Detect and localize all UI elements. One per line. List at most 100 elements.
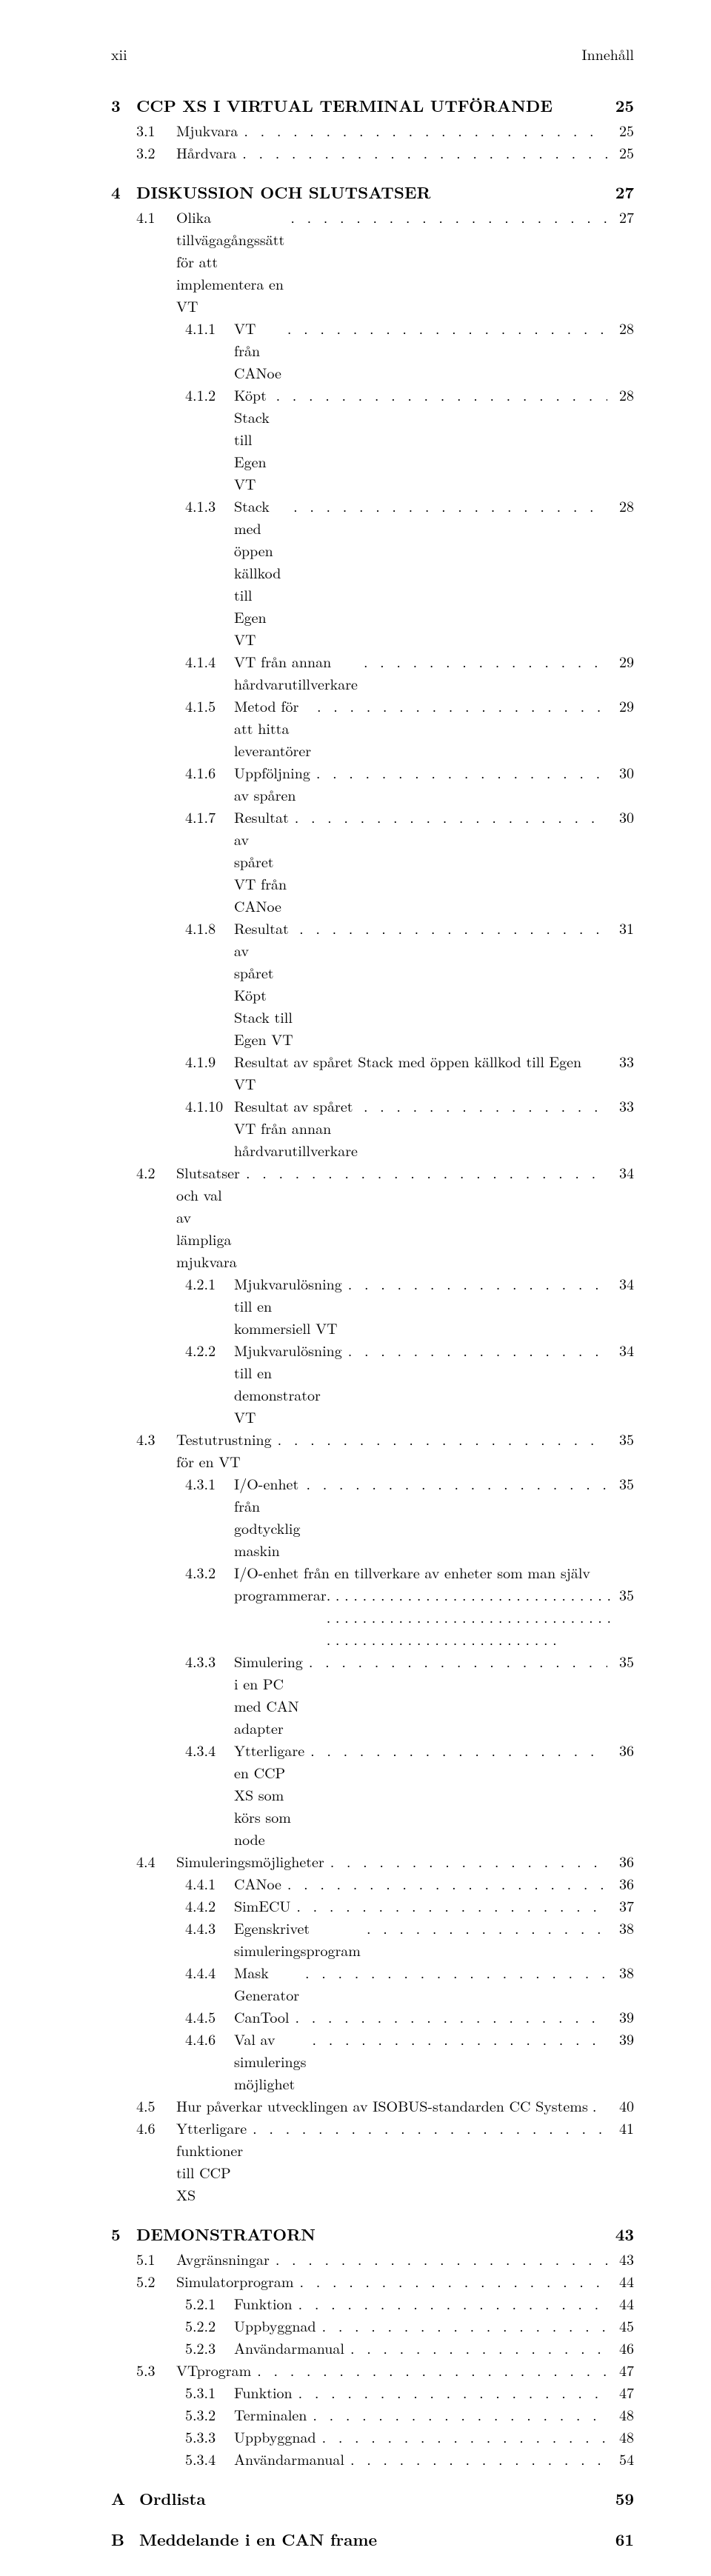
toc-entry-multiline: 4.3.2I/O-enhet från en tillverkare av en…	[111, 1561, 634, 1650]
entry-title: Val av simulerings möjlighet	[234, 2028, 307, 2095]
toc-entry: 4.5Hur påverkar utvecklingen av ISOBUS-s…	[111, 2095, 634, 2117]
toc-chapter: 4DISKUSSION OCH SLUTSATSER27	[111, 180, 634, 204]
dot-leader: . . . . . . . . . . . . . . . . . . . . …	[284, 206, 607, 228]
entry-page: 45	[613, 2315, 634, 2337]
toc-chapter: BMeddelande i en CAN frame61	[111, 2527, 634, 2552]
entry-page: 46	[613, 2337, 634, 2359]
entry-page: 35	[613, 1650, 634, 1672]
entry-title: Testutrustning för en VT	[176, 1428, 272, 1472]
toc-entry: 5.3VTprogram. . . . . . . . . . . . . . …	[111, 2359, 634, 2381]
entry-title: Ytterligare en CCP XS som körs som node	[234, 1739, 304, 1850]
toc-entry: 4.1.10Resultat av spåret VT från annan h…	[111, 1095, 634, 1161]
dot-leader: . . . . . . . . . . . . . . . . . . . . …	[358, 650, 607, 673]
dot-leader: . . . . . . . . . . . . . . . . . . . . …	[310, 761, 607, 784]
dot-leader: . . . . . . . . . . . . . . . . . . . . …	[270, 2248, 607, 2270]
entry-page: 36	[613, 1872, 634, 1895]
toc-entry: 4.1.2Köpt Stack till Egen VT. . . . . . …	[111, 384, 634, 495]
toc-entry-continuation: programmerar. . . . . . . . . . . . . . …	[111, 1584, 634, 1650]
dot-leader: . . . . . . . . . . . . . . . . . . . . …	[294, 2270, 607, 2292]
entry-page: 47	[613, 2381, 634, 2403]
dot-leader: . . . . . . . . . . . . . . . . . . . . …	[299, 1961, 607, 1983]
entry-title: I/O-enhet från en tillverkare av enheter…	[234, 1561, 590, 1584]
dot-leader: . . . . . . . . . . . . . . . . . . . . …	[236, 141, 607, 164]
entry-title: Funktion	[234, 2292, 293, 2315]
entry-page: 37	[613, 1895, 634, 1917]
entry-title: Terminalen	[234, 2403, 307, 2426]
entry-number: 3.1	[136, 119, 176, 141]
entry-page: 54	[613, 2448, 634, 2470]
entry-title: VT från annan hårdvarutillverkare	[234, 650, 358, 695]
toc-entry: 4.1.6Uppföljning av spåren. . . . . . . …	[111, 761, 634, 806]
toc-entry: 5.3.2Terminalen. . . . . . . . . . . . .…	[111, 2403, 634, 2426]
entry-number: 4.4.3	[185, 1917, 234, 1939]
entry-title: I/O-enhet från godtycklig maskin	[234, 1472, 300, 1561]
chapter-page: 61	[615, 2527, 634, 2552]
entry-title: Egenskrivet simuleringsprogram	[234, 1917, 361, 1961]
toc-entry: 5.2.3Användarmanual. . . . . . . . . . .…	[111, 2337, 634, 2359]
toc-chapter: AOrdlista59	[111, 2486, 634, 2511]
dot-leader: . . . . . . . . . . . . . . . . . . . . …	[307, 2028, 608, 2050]
entry-title: Resultat av spåret Stack med öppen källk…	[234, 1050, 601, 1095]
toc-entry: 4.6Ytterligare funktioner till CCP XS. .…	[111, 2117, 634, 2206]
toc-entry: 4.4.4Mask Generator. . . . . . . . . . .…	[111, 1961, 634, 2006]
entry-title: Avgränsningar	[176, 2248, 270, 2270]
dot-leader: . . . . . . . . . . . . . . . . . . . . …	[344, 2448, 607, 2470]
dot-leader: . . . . . . . . . . . . . . . . . . . . …	[303, 1650, 607, 1672]
dot-leader: . . . . . . . . . . . . . . . . . . . . …	[311, 695, 607, 717]
dot-leader: . . . . . . . . . . . . . . . . . . . . …	[281, 317, 607, 339]
entry-page: 30	[613, 806, 634, 828]
toc-entry: 3.1Mjukvara. . . . . . . . . . . . . . .…	[111, 119, 634, 141]
dot-leader: . . . . . . . . . . . . . . . . . . . . …	[290, 1895, 607, 1917]
entry-number: 4.3.1	[185, 1472, 234, 1495]
entry-page: 47	[613, 2359, 634, 2381]
toc-entry: 4.3.1I/O-enhet från godtycklig maskin. .…	[111, 1472, 634, 1561]
entry-page: 44	[613, 2270, 634, 2292]
entry-title: Mjukvarulösning till en demonstrator VT	[234, 1339, 342, 1428]
dot-leader: . . . . . . . . . . . . . . . . . . . . …	[270, 384, 607, 406]
entry-title: Mask Generator	[234, 1961, 299, 2006]
entry-number: 4.3.2	[185, 1561, 234, 1584]
entry-page: 48	[613, 2426, 634, 2448]
entry-page: 41	[613, 2117, 634, 2139]
entry-number: 4.1.7	[185, 806, 234, 828]
chapter-number: 5	[111, 2222, 136, 2246]
entry-title: CANoe	[234, 1872, 281, 1895]
toc-entry: 4.4.6Val av simulerings möjlighet. . . .…	[111, 2028, 634, 2095]
entry-page: 28	[613, 384, 634, 406]
entry-number: 5.3	[136, 2359, 176, 2381]
entry-number: 4.4.6	[185, 2028, 234, 2050]
entry-page: 36	[613, 1739, 634, 1761]
entry-page: 44	[613, 2292, 634, 2315]
toc-entry: 4.2.2Mjukvarulösning till en demonstrato…	[111, 1339, 634, 1428]
chapter-title: Meddelande i en CAN frame	[139, 2527, 610, 2552]
entry-title: VTprogram	[176, 2359, 251, 2381]
toc-entry: 4.3.4Ytterligare en CCP XS som körs som …	[111, 1739, 634, 1850]
entry-page: 38	[613, 1917, 634, 1939]
entry-page: 34	[613, 1339, 634, 1361]
entry-title: Slutsatser och val av lämpliga mjukvara	[176, 1161, 240, 1272]
dot-leader: . . . . . . . . . . . . . . . . . . . . …	[327, 1584, 619, 1650]
entry-title: Uppföljning av spåren	[234, 761, 310, 806]
entry-number: 4.4	[136, 1850, 176, 1872]
toc-entry: 4.1.4VT från annan hårdvarutillverkare. …	[111, 650, 634, 695]
entry-page: 25	[613, 141, 634, 164]
chapter-title: DEMONSTRATORN	[136, 2222, 610, 2246]
entry-title: Resultat av spåret Köpt Stack till Egen …	[234, 917, 293, 1050]
entry-title: Hur påverkar utvecklingen av ISOBUS-stan…	[176, 2095, 588, 2117]
entry-title: Funktion	[234, 2381, 293, 2403]
dot-leader: . . . . . . . . . . . . . . . . . . . . …	[316, 2315, 607, 2337]
entry-number: 5.2.3	[185, 2337, 234, 2359]
toc-entry: 4.1.7Resultat av spåret VT från CANoe. .…	[111, 806, 634, 917]
entry-title: Användarmanual	[234, 2448, 344, 2470]
entry-title: Uppbyggnad	[234, 2426, 316, 2448]
toc-entry: 5.2.2Uppbyggnad. . . . . . . . . . . . .…	[111, 2315, 634, 2337]
dot-leader: . . . . . . . . . . . . . . . . . . . . …	[247, 2117, 607, 2139]
dot-leader: . . . . . . . . . . . . . . . . . . . . …	[289, 806, 607, 828]
entry-title: Användarmanual	[234, 2337, 344, 2359]
entry-number: 4.4.5	[185, 2006, 234, 2028]
dot-leader: . . . . . . . . . . . . . . . . . . . . …	[342, 1339, 607, 1361]
entry-title: Mjukvara	[176, 119, 238, 141]
dot-leader: . . . . . . . . . . . . . . . . . . . . …	[342, 1272, 607, 1295]
entry-number: 4.3.4	[185, 1739, 234, 1761]
toc-entry: 3.2Hårdvara. . . . . . . . . . . . . . .…	[111, 141, 634, 164]
